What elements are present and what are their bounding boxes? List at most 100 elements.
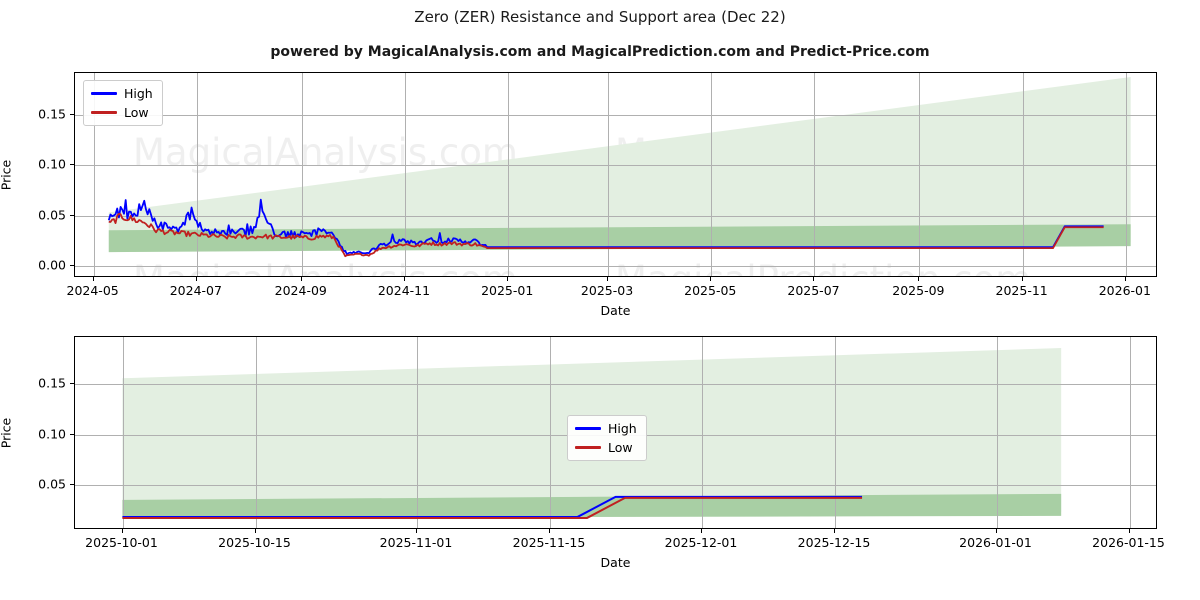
x-axis-label: Date — [600, 555, 631, 570]
gridline-horizontal — [75, 215, 1156, 217]
x-tick-label: 2024-11 — [377, 283, 431, 298]
x-tick-label: 2025-10-01 — [85, 535, 158, 550]
legend-swatch-low-icon — [575, 446, 601, 449]
zoom-chart-panel: MagicalAnalysis.comMagicalPrediction.com… — [74, 336, 1157, 529]
chart-legend[interactable]: High Low — [83, 80, 163, 126]
resistance-area — [108, 76, 1131, 253]
legend-label-high: High — [608, 421, 637, 436]
gridline-vertical — [122, 337, 124, 528]
series-line-high — [122, 497, 862, 517]
y-axis-label: Price — [0, 417, 14, 448]
gridline-horizontal — [75, 383, 1156, 385]
x-tick-mark — [607, 277, 609, 281]
x-tick-label: 2024-07 — [169, 283, 222, 298]
x-tick-label: 2026-01 — [1098, 283, 1151, 298]
legend-item-high[interactable]: High — [91, 86, 153, 101]
series-layer — [75, 73, 1156, 276]
x-tick-label: 2025-12-01 — [664, 535, 738, 550]
legend-item-high[interactable]: High — [575, 421, 637, 436]
x-tick-mark — [834, 529, 835, 533]
y-tick-mark — [70, 164, 74, 166]
y-tick-mark — [70, 114, 74, 116]
x-tick-mark — [918, 277, 920, 281]
legend-label-low: Low — [608, 440, 633, 455]
x-tick-label: 2025-09 — [892, 283, 945, 298]
legend-item-low[interactable]: Low — [91, 105, 153, 120]
gridline-horizontal — [75, 485, 1156, 487]
gridline-horizontal — [75, 265, 1156, 267]
gridline-vertical — [1125, 73, 1127, 276]
gridline-vertical — [1129, 337, 1131, 528]
gridline-vertical — [814, 73, 816, 276]
x-tick-mark — [710, 277, 712, 281]
x-tick-mark — [813, 277, 815, 281]
y-tick-mark — [70, 264, 74, 266]
x-tick-mark — [121, 529, 123, 533]
gridline-vertical — [255, 337, 257, 528]
x-tick-mark — [300, 277, 302, 281]
y-tick-label: 0.10 — [38, 156, 66, 172]
support-area — [108, 224, 1131, 253]
y-tick-label: 0.05 — [38, 207, 66, 223]
y-tick-mark — [70, 214, 74, 216]
series-line-high — [109, 200, 1104, 255]
gridline-vertical — [417, 337, 418, 528]
gridline-vertical — [301, 73, 303, 276]
y-tick-mark — [70, 484, 74, 486]
x-tick-mark — [995, 529, 997, 533]
x-tick-label: 2025-11-15 — [512, 535, 586, 550]
y-tick-label: 0.05 — [38, 476, 66, 492]
y-tick-mark — [70, 382, 74, 384]
y-tick-label: 0.00 — [38, 257, 66, 273]
gridline-horizontal — [75, 115, 1156, 117]
legend-item-low[interactable]: Low — [575, 440, 637, 455]
support-area — [122, 493, 1062, 518]
x-tick-mark — [1021, 277, 1023, 281]
x-tick-mark — [1128, 529, 1130, 533]
x-tick-label: 2025-10-15 — [218, 535, 291, 550]
x-tick-label: 2024-05 — [66, 283, 119, 298]
zoom-plot-area: MagicalAnalysis.comMagicalPrediction.com… — [74, 336, 1157, 529]
gridline-vertical — [93, 73, 95, 276]
x-tick-mark — [195, 277, 197, 281]
overview-chart-panel: MagicalAnalysis.comMagicalPrediction.com… — [74, 72, 1157, 277]
x-tick-label: 2025-07 — [787, 283, 840, 298]
y-tick-label: 0.10 — [38, 426, 66, 442]
y-tick-label: 0.15 — [38, 106, 66, 122]
x-axis-label: Date — [600, 303, 631, 318]
legend-label-low: Low — [124, 105, 149, 120]
gridline-vertical — [196, 73, 198, 276]
gridline-vertical — [996, 337, 998, 528]
gridline-vertical — [835, 337, 836, 528]
gridline-horizontal — [75, 165, 1156, 167]
x-tick-label: 2025-03 — [580, 283, 634, 298]
gridline-vertical — [508, 73, 510, 276]
x-tick-mark — [92, 277, 94, 281]
x-tick-label: 2026-01-15 — [1092, 535, 1165, 550]
legend-swatch-high-icon — [91, 92, 117, 95]
series-line-low — [109, 214, 1104, 256]
y-tick-label: 0.15 — [38, 375, 66, 391]
page-subtitle: powered by MagicalAnalysis.com and Magic… — [270, 44, 930, 60]
overview-plot-area: MagicalAnalysis.comMagicalPrediction.com… — [74, 72, 1157, 277]
gridline-vertical — [608, 73, 610, 276]
gridline-vertical — [702, 337, 703, 528]
x-tick-label: 2025-05 — [684, 283, 737, 298]
x-tick-mark — [1124, 277, 1126, 281]
x-tick-mark — [701, 529, 702, 533]
page-title: Zero (ZER) Resistance and Support area (… — [414, 8, 786, 26]
x-tick-mark — [507, 277, 509, 281]
legend-label-high: High — [124, 86, 153, 101]
y-tick-mark — [70, 433, 74, 435]
x-tick-label: 2025-01 — [481, 283, 534, 298]
x-tick-mark — [549, 529, 550, 533]
series-line-low — [122, 498, 862, 518]
legend-swatch-low-icon — [91, 111, 117, 114]
series-layer — [75, 337, 1156, 528]
x-tick-mark — [403, 277, 405, 281]
x-tick-label: 2025-12-15 — [797, 535, 871, 550]
chart-legend[interactable]: High Low — [567, 415, 647, 461]
x-tick-label: 2026-01-01 — [959, 535, 1032, 550]
y-axis-label: Price — [0, 159, 14, 190]
